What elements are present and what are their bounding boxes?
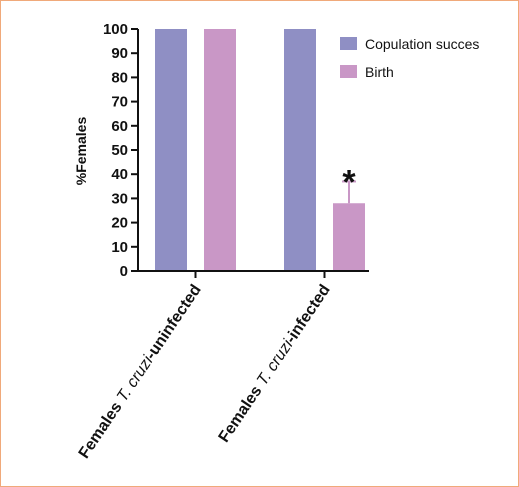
y-tick-label: 100 xyxy=(103,21,128,38)
bar-birth-cat1 xyxy=(333,203,365,271)
y-tick-label: 20 xyxy=(111,215,128,232)
legend: Copulation succes Birth xyxy=(340,36,479,80)
x-ticks-group xyxy=(194,271,326,278)
category-label-suffix: -infected xyxy=(282,282,333,347)
category-label-prefix: Females xyxy=(76,395,128,461)
y-tick-label: 40 xyxy=(111,166,128,183)
category-label-species: T. cruzi xyxy=(254,337,297,389)
bar-copulation-cat1 xyxy=(284,29,316,271)
y-tick-label: 10 xyxy=(111,239,128,256)
legend-label-copulation: Copulation succes xyxy=(365,36,479,52)
annotations-group: * xyxy=(342,163,356,201)
y-tick-label: 90 xyxy=(111,45,128,62)
category-label-infected: Females T. cruzi-infected xyxy=(216,282,334,446)
y-axis-title: %Females xyxy=(73,117,89,186)
y-tick-label: 60 xyxy=(111,118,128,135)
bars-group xyxy=(155,29,365,271)
y-tick-label: 70 xyxy=(111,94,128,111)
y-tick-label: 80 xyxy=(111,69,128,86)
bar-copulation-cat0 xyxy=(155,29,187,271)
category-label-species: T. cruzi xyxy=(114,353,157,405)
legend-swatch-birth xyxy=(340,65,357,78)
legend-label-birth: Birth xyxy=(365,64,394,80)
category-label-uninfected: Females T. cruzi-uninfected xyxy=(76,282,205,462)
legend-swatch-copulation xyxy=(340,37,357,50)
y-tick-label: 0 xyxy=(120,263,128,280)
significance-star: * xyxy=(342,163,356,201)
y-ticks-group: 0 10 20 30 40 50 60 70 80 90 100 xyxy=(103,21,138,280)
category-label-prefix: Females xyxy=(216,379,268,445)
bar-birth-cat0 xyxy=(204,29,236,271)
y-tick-label: 50 xyxy=(111,142,128,159)
y-tick-label: 30 xyxy=(111,190,128,207)
error-bars-group xyxy=(342,180,356,204)
category-label-suffix: -uninfected xyxy=(143,282,205,363)
